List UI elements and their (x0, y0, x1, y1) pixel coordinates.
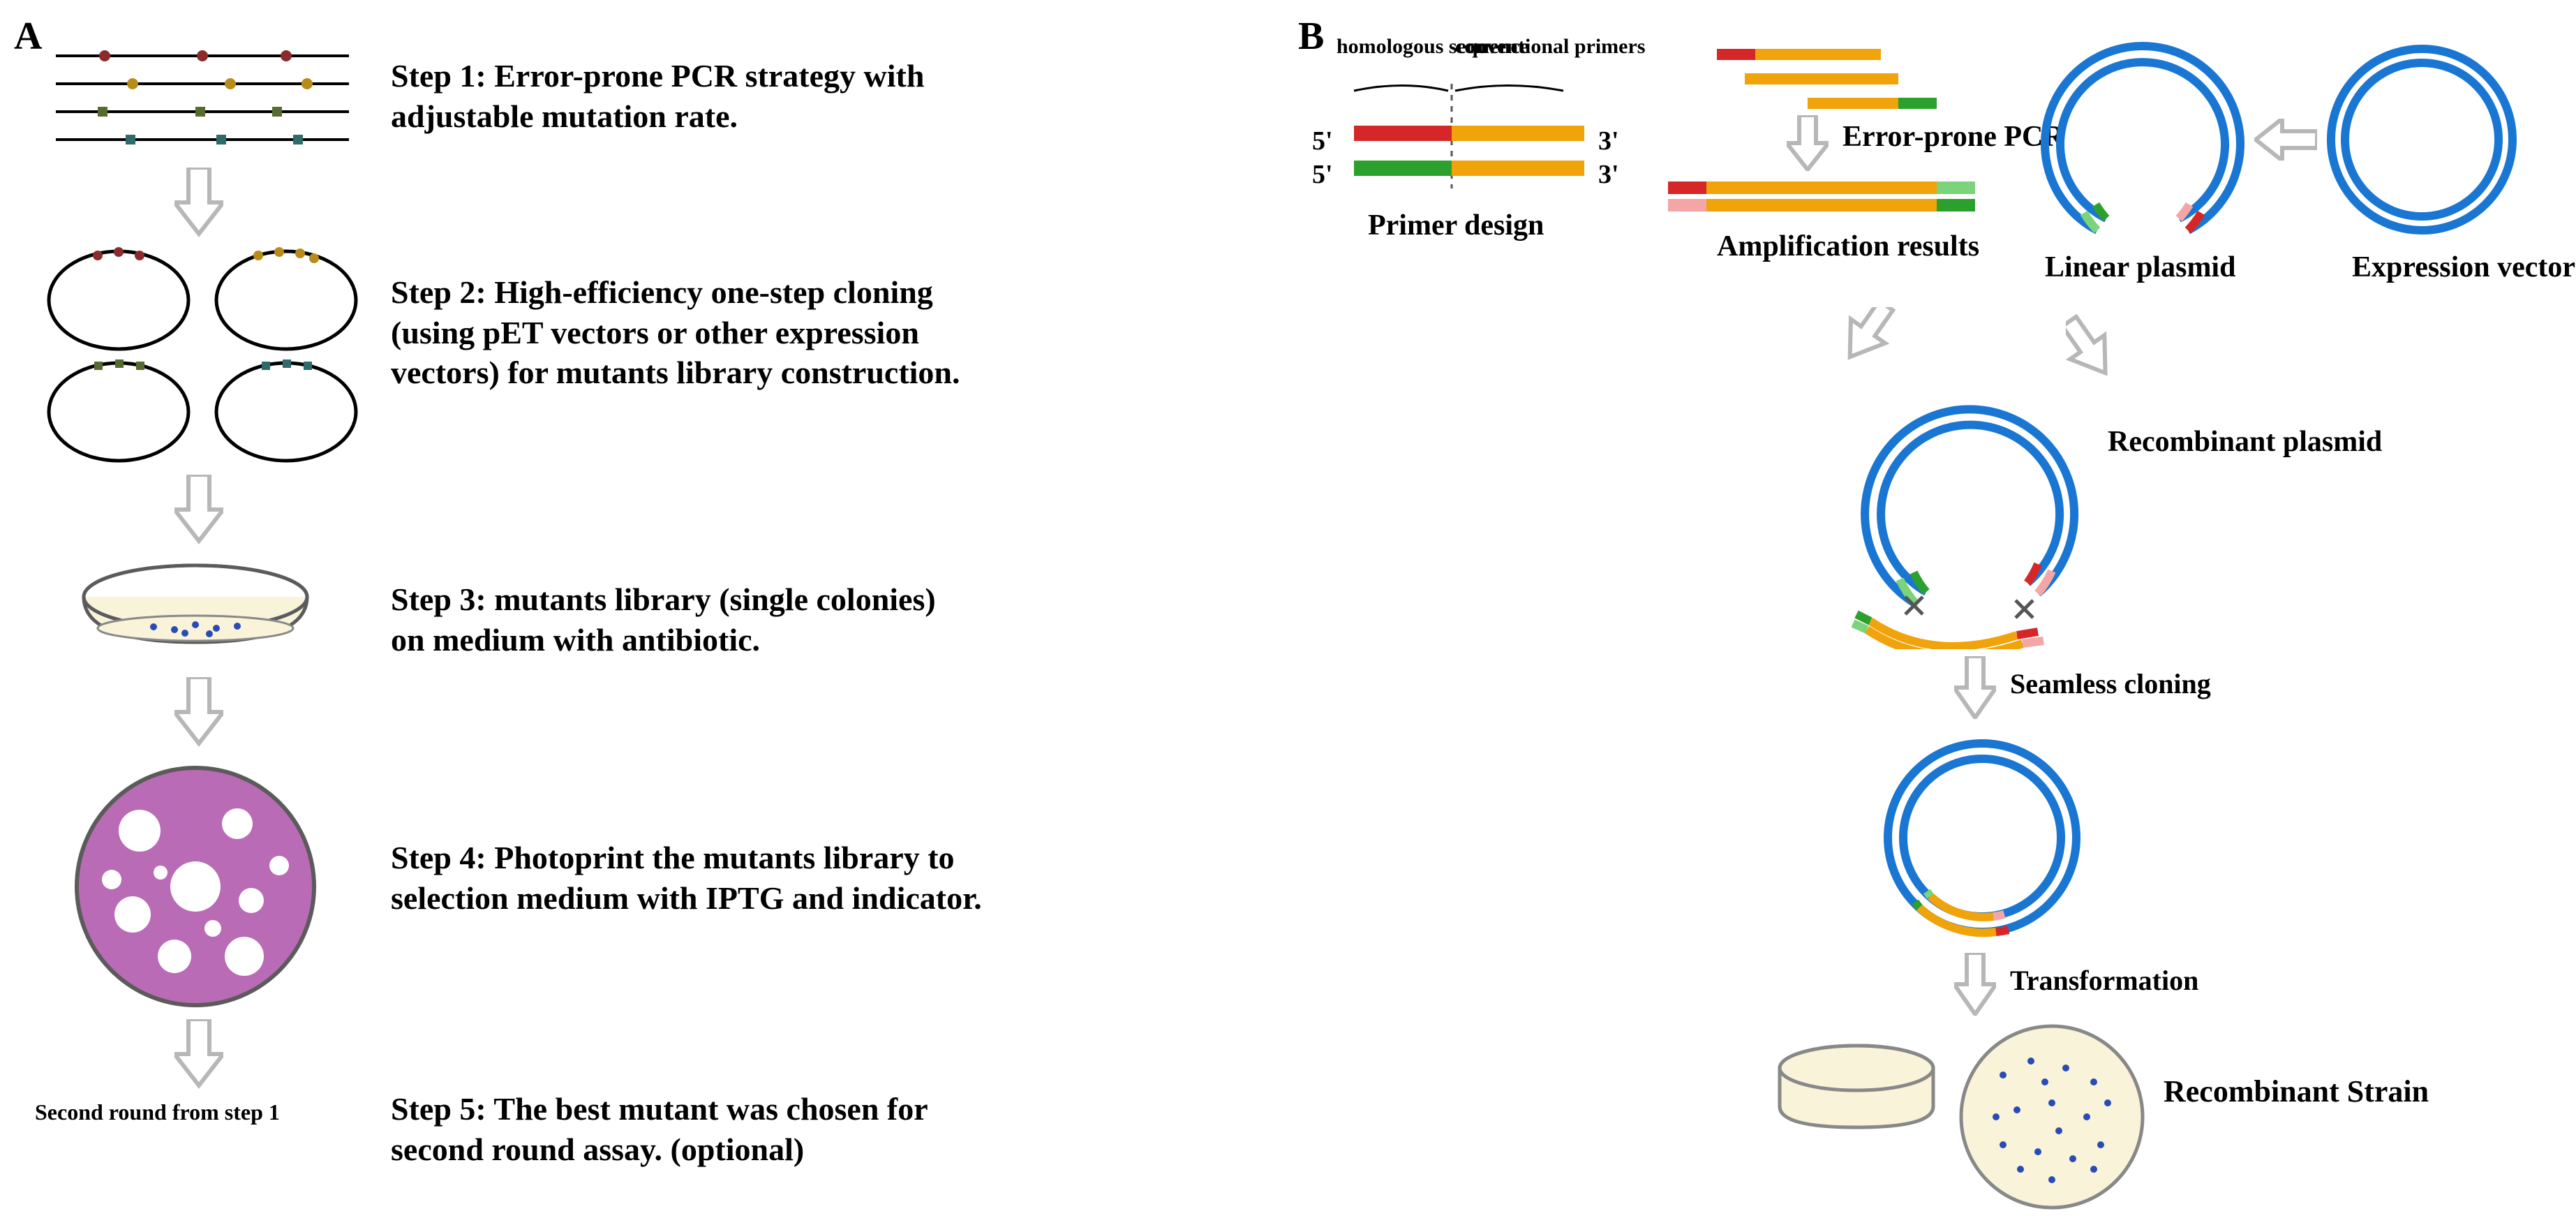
expression-vector-label: Expression vector (2352, 251, 2575, 283)
linear-plasmid-icon (2031, 35, 2254, 258)
linear-plasmid-label: Linear plasmid (2045, 251, 2235, 283)
panel-b-letter: B (1298, 14, 1324, 59)
arrow-a1 (174, 168, 223, 237)
panel-a-letter: A (14, 14, 42, 59)
arrow-converge-left (1842, 307, 1912, 377)
step1-text: Step 1: Error-prone PCR strategy with ad… (391, 56, 924, 136)
fiveprime-1: 5' (1312, 126, 1333, 156)
result-dish-top-icon (1954, 1019, 2150, 1215)
recombinant-strain-label: Recombinant Strain (2164, 1075, 2429, 1109)
step2-text: Step 2: High-efficiency one-step cloning… (391, 272, 960, 393)
step4-text: Step 4: Photoprint the mutants library t… (391, 838, 982, 918)
figure-root: A Step 1: Error-prone PCR strategy with … (0, 0, 2576, 1216)
transformation-label: Transformation (2010, 963, 2198, 998)
step3-dish (77, 558, 314, 670)
step4-plate (70, 761, 321, 1012)
result-dish-side-icon (1773, 1040, 1940, 1145)
step3-text: Step 3: mutants library (single colonies… (391, 579, 936, 660)
expression-vector-icon (2317, 35, 2526, 244)
arrow-eppcr (1787, 115, 1829, 171)
fiveprime-2: 5' (1312, 159, 1333, 190)
arrow-a2 (174, 475, 223, 544)
arrow-a3 (174, 677, 223, 747)
second-round-label: Second round from step 1 (35, 1099, 280, 1125)
seamless-label: Seamless cloning (2010, 667, 2211, 702)
conventional-label: conventional primers (1455, 35, 1645, 58)
step5-text: Step 5: The best mutant was chosen for s… (391, 1089, 928, 1169)
amplification-result-icon (1668, 178, 2003, 227)
arrow-seamless (1954, 656, 1996, 719)
complete-plasmid-icon (1870, 726, 2094, 949)
amplification-label: Amplification results (1717, 230, 1979, 262)
step2-plasmids (35, 244, 370, 468)
recombinant-plasmid-label: Recombinant plasmid (2108, 426, 2382, 458)
arrow-transformation (1954, 953, 1996, 1016)
eppcr-input-icon (1689, 42, 1954, 119)
step1-dna-lines (56, 42, 349, 168)
recombinant-plasmid-icon (1829, 370, 2122, 649)
arrow-a4 (174, 1019, 223, 1089)
arrow-vector-to-linear (2254, 119, 2317, 161)
primer-design-icon (1326, 84, 1633, 223)
threeprime-1: 3' (1598, 126, 1619, 156)
arrow-converge-right (2066, 307, 2136, 377)
primer-design-label: Primer design (1368, 209, 1544, 242)
threeprime-2: 3' (1598, 159, 1619, 190)
